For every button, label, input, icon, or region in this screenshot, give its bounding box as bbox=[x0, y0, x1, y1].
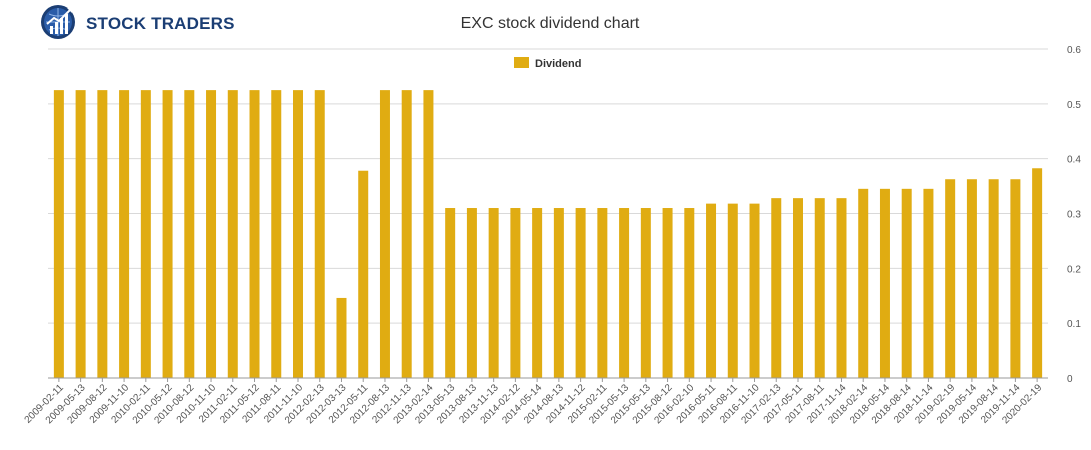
bar[interactable] bbox=[162, 90, 173, 379]
legend[interactable]: Dividend bbox=[514, 57, 581, 70]
y-axis-ticks: 0 0.1 0.2 0.3 0.4 0.5 0.6 bbox=[1067, 45, 1081, 385]
bar[interactable] bbox=[379, 90, 390, 379]
bar[interactable] bbox=[293, 90, 303, 379]
bar[interactable] bbox=[510, 208, 521, 378]
y-tick-label: 0.5 bbox=[1067, 100, 1081, 111]
bar[interactable] bbox=[923, 188, 934, 378]
bar[interactable] bbox=[814, 198, 825, 378]
bar[interactable] bbox=[793, 198, 803, 378]
bar[interactable] bbox=[749, 203, 760, 378]
bar[interactable] bbox=[553, 208, 564, 378]
y-tick-label: 0.6 bbox=[1067, 45, 1081, 56]
y-tick-label: 0.3 bbox=[1067, 210, 1081, 221]
bar[interactable] bbox=[466, 208, 477, 378]
bars bbox=[53, 90, 1043, 379]
bar[interactable] bbox=[314, 90, 325, 379]
y-tick-label: 0.4 bbox=[1067, 155, 1081, 166]
bar[interactable] bbox=[227, 90, 238, 379]
bar[interactable] bbox=[771, 198, 782, 378]
bar[interactable] bbox=[140, 90, 151, 379]
bar[interactable] bbox=[1032, 168, 1043, 378]
globe-chart-icon bbox=[41, 5, 75, 39]
bar[interactable] bbox=[966, 179, 977, 378]
bar[interactable] bbox=[727, 203, 738, 378]
bar[interactable] bbox=[249, 90, 260, 379]
bar[interactable] bbox=[401, 90, 412, 379]
bar[interactable] bbox=[901, 188, 912, 378]
bar[interactable] bbox=[706, 203, 717, 378]
bar[interactable] bbox=[206, 90, 217, 379]
bar[interactable] bbox=[97, 90, 108, 379]
bar[interactable] bbox=[488, 208, 499, 378]
y-tick-label: 0.2 bbox=[1067, 264, 1081, 275]
bar[interactable] bbox=[445, 208, 456, 378]
bar[interactable] bbox=[184, 90, 195, 379]
legend-swatch bbox=[514, 57, 529, 68]
chart-title: EXC stock dividend chart bbox=[461, 15, 640, 32]
bar[interactable] bbox=[684, 208, 695, 378]
bar[interactable] bbox=[619, 208, 630, 378]
legend-label: Dividend bbox=[535, 58, 581, 70]
bar[interactable] bbox=[988, 179, 999, 378]
bar[interactable] bbox=[597, 208, 608, 378]
bar[interactable] bbox=[423, 90, 434, 379]
bar[interactable] bbox=[858, 188, 869, 378]
bar[interactable] bbox=[75, 90, 86, 379]
bar[interactable] bbox=[532, 208, 543, 378]
bar[interactable] bbox=[575, 208, 586, 378]
bar[interactable] bbox=[53, 90, 64, 379]
y-tick-label: 0 bbox=[1067, 374, 1073, 385]
bar[interactable] bbox=[336, 297, 347, 378]
bar[interactable] bbox=[662, 208, 673, 378]
y-tick-label: 0.1 bbox=[1067, 319, 1081, 330]
bar[interactable] bbox=[119, 90, 130, 379]
bar[interactable] bbox=[945, 179, 956, 378]
bar[interactable] bbox=[836, 198, 847, 378]
grid-lines bbox=[48, 48, 1048, 324]
bar[interactable] bbox=[358, 170, 369, 378]
bar[interactable] bbox=[879, 188, 890, 378]
x-axis-ticks: 2009-02-112009-05-132009-08-122009-11-10… bbox=[23, 378, 1045, 426]
bar[interactable] bbox=[271, 90, 282, 379]
bar[interactable] bbox=[640, 208, 651, 378]
bar[interactable] bbox=[1010, 179, 1021, 378]
